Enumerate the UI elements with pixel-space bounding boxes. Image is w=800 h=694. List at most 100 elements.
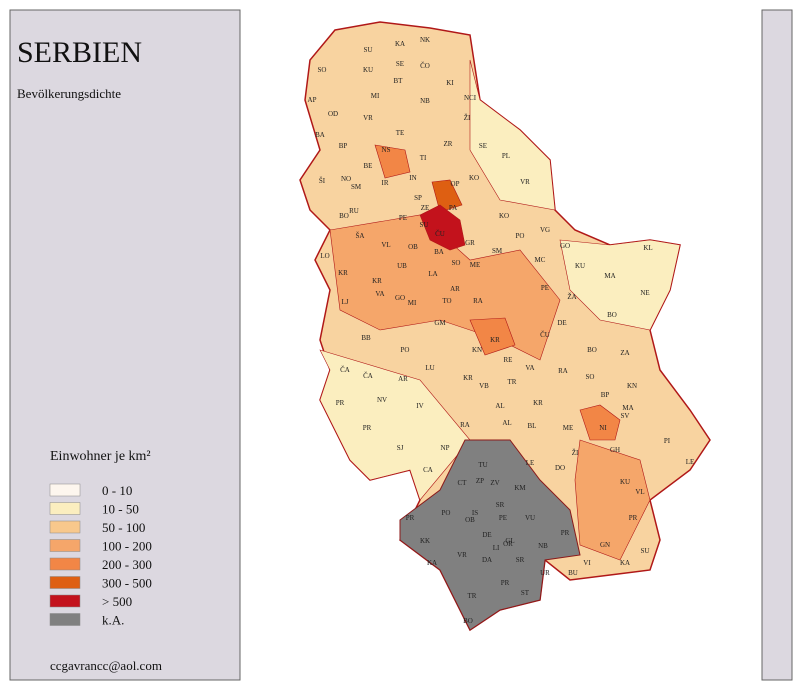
district-label: PR <box>336 399 345 407</box>
district-label: VI <box>583 559 591 567</box>
legend-label: > 500 <box>102 594 132 609</box>
district-label: NS <box>382 146 391 154</box>
legend-label: 100 - 200 <box>102 539 152 554</box>
district-label: AR <box>450 285 460 293</box>
district-label: BA <box>434 248 444 256</box>
district-label: SE <box>396 60 404 68</box>
legend: 0 - 10 10 - 50 50 - 100 100 - 200 200 - 300 3… <box>49 483 152 628</box>
district-label: KN <box>627 382 637 390</box>
legend-label: 300 - 500 <box>102 576 152 591</box>
district-label: NB <box>538 542 548 550</box>
district-label: PL <box>502 152 510 160</box>
legend-label: 200 - 300 <box>102 557 152 572</box>
district-label: DE <box>557 319 566 327</box>
district-label: PR <box>561 529 570 537</box>
legend-swatch <box>49 613 81 626</box>
district-label: BE <box>364 162 373 170</box>
district-label: OR <box>503 540 513 548</box>
region-light <box>469 59 556 211</box>
district-label: UR <box>540 569 550 577</box>
district-label: NK <box>420 36 430 44</box>
district-label: MI <box>408 299 417 307</box>
district-label: LA <box>428 270 437 278</box>
district-label: VL <box>381 241 390 249</box>
district-label: KK <box>420 537 430 545</box>
legend-swatch <box>49 576 81 589</box>
district-label: NV <box>377 396 387 404</box>
district-label: NI <box>599 424 607 432</box>
district-label: ŽI <box>464 114 471 122</box>
district-label: PR <box>501 579 510 587</box>
district-label: BA <box>315 131 325 139</box>
district-label: VA <box>375 290 384 298</box>
district-label: TO <box>442 297 451 305</box>
district-label: KO <box>469 174 479 182</box>
district-label: AL <box>495 402 504 410</box>
region-kosovo <box>399 439 581 631</box>
district-label: LI <box>493 544 500 552</box>
district-label: KU <box>575 262 585 270</box>
district-label: ST <box>521 589 530 597</box>
district-label: BT <box>394 77 404 85</box>
legend-swatch <box>49 483 81 497</box>
district-label: BP <box>601 391 610 399</box>
district-label: IV <box>416 402 423 410</box>
district-label: OB <box>465 516 475 524</box>
district-label: KR <box>490 336 500 344</box>
district-label: SO <box>452 259 461 267</box>
district-label: PE <box>499 514 507 522</box>
district-label: IS <box>472 509 478 517</box>
district-label: OP <box>451 180 460 188</box>
district-label: KU <box>363 66 373 74</box>
legend-label: k.A. <box>102 613 124 628</box>
district-label: MI <box>371 92 380 100</box>
district-label: KR <box>338 269 348 277</box>
district-label: VL <box>635 488 644 496</box>
district-label: VR <box>363 114 373 122</box>
district-label: KR <box>463 374 473 382</box>
district-label: ŽI <box>572 449 579 457</box>
legend-swatch <box>49 502 81 515</box>
district-label: PR <box>629 514 638 522</box>
district-label: KA <box>395 40 405 48</box>
district-label: PE <box>399 214 407 222</box>
district-label: ŠA <box>356 232 365 240</box>
district-label: ČU <box>540 331 550 339</box>
region-medium <box>574 439 651 561</box>
district-label: OD <box>328 110 338 118</box>
district-label: SU <box>641 547 650 555</box>
district-label: VU <box>525 514 535 522</box>
district-label: AR <box>398 375 408 383</box>
district-label: PO <box>516 232 525 240</box>
district-label: ZV <box>490 479 499 487</box>
district-label: SR <box>496 501 505 509</box>
district-label: SO <box>318 66 327 74</box>
district-label: ČA <box>340 366 350 374</box>
region-pa <box>431 179 463 213</box>
district-label: GN <box>600 541 610 549</box>
district-label: NO <box>341 175 351 183</box>
district-label: KA <box>620 559 630 567</box>
district-label: TU <box>478 461 487 469</box>
district-label: LJ <box>342 298 349 306</box>
district-label: MC <box>535 256 546 264</box>
district-label: PA <box>449 204 457 212</box>
district-label: SU <box>420 221 429 229</box>
email: ccgavrancc@aol.com <box>50 658 162 673</box>
map: SU KA NK SE ČO SO KU BT KI AP MI NB NCI OD VR ŽI BA TE ZR B… <box>299 21 711 632</box>
district-label: TR <box>468 592 477 600</box>
legend-label: 50 - 100 <box>102 520 145 535</box>
district-label: BO <box>463 617 473 625</box>
legend-swatch <box>49 594 81 608</box>
district-label: SP <box>414 194 422 202</box>
legend-label: 0 - 10 <box>102 483 132 498</box>
district-label: DO <box>555 464 565 472</box>
district-label: KI <box>446 79 454 87</box>
district-label: LE <box>686 458 695 466</box>
district-label: RA <box>558 367 568 375</box>
district-label: TE <box>396 129 405 137</box>
district-label: BP <box>339 142 348 150</box>
district-label: ŽA <box>567 293 576 301</box>
district-label: DA <box>482 556 492 564</box>
